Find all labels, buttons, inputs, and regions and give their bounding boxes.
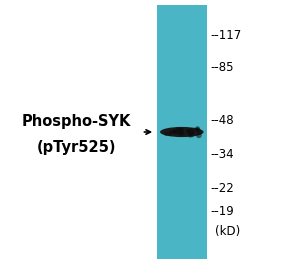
Circle shape bbox=[164, 132, 168, 136]
Circle shape bbox=[174, 129, 177, 132]
Circle shape bbox=[177, 131, 181, 135]
Circle shape bbox=[180, 128, 183, 131]
Circle shape bbox=[191, 130, 195, 134]
Circle shape bbox=[168, 132, 172, 136]
Circle shape bbox=[173, 131, 176, 134]
Circle shape bbox=[169, 130, 173, 134]
Circle shape bbox=[179, 130, 185, 136]
Circle shape bbox=[186, 129, 190, 133]
Circle shape bbox=[176, 129, 181, 134]
Circle shape bbox=[198, 132, 200, 134]
Circle shape bbox=[187, 130, 192, 135]
Circle shape bbox=[172, 130, 175, 133]
Circle shape bbox=[178, 128, 184, 134]
Circle shape bbox=[188, 133, 192, 138]
Circle shape bbox=[190, 132, 194, 137]
Circle shape bbox=[180, 128, 183, 130]
Circle shape bbox=[172, 129, 177, 134]
Circle shape bbox=[195, 127, 199, 131]
Circle shape bbox=[180, 133, 182, 136]
Text: --117: --117 bbox=[211, 29, 242, 42]
Circle shape bbox=[189, 128, 194, 133]
Text: (kD): (kD) bbox=[215, 224, 240, 238]
Circle shape bbox=[189, 131, 193, 135]
Circle shape bbox=[195, 126, 200, 131]
Circle shape bbox=[187, 128, 193, 134]
Text: (pTyr525): (pTyr525) bbox=[37, 140, 116, 155]
Text: --22: --22 bbox=[211, 182, 235, 195]
Text: --19: --19 bbox=[211, 205, 235, 218]
Bar bbox=[157, 5, 207, 259]
Circle shape bbox=[176, 127, 179, 130]
Ellipse shape bbox=[160, 127, 204, 137]
Circle shape bbox=[178, 127, 180, 129]
Text: --48: --48 bbox=[211, 114, 234, 127]
Text: Phospho-SYK: Phospho-SYK bbox=[22, 114, 131, 129]
Text: --34: --34 bbox=[211, 148, 234, 161]
Text: --85: --85 bbox=[211, 61, 234, 74]
Circle shape bbox=[196, 128, 200, 132]
Circle shape bbox=[196, 132, 202, 138]
Circle shape bbox=[195, 128, 199, 132]
